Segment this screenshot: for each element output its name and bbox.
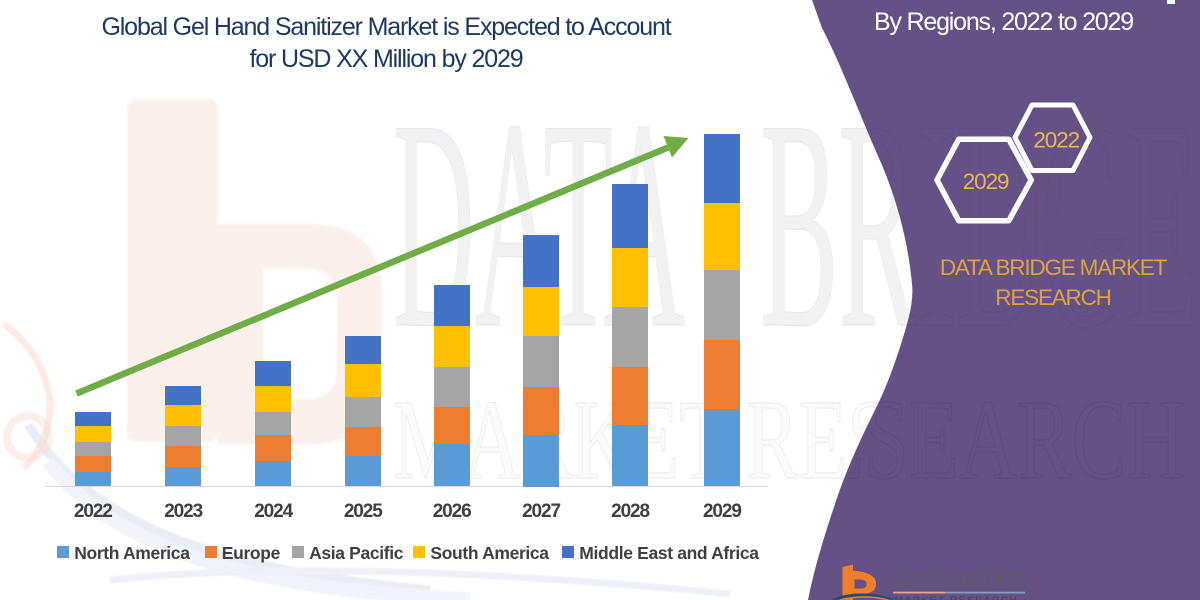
svg-text:DATA BRIDGE: DATA BRIDGE [894,569,1026,595]
svg-text:2029: 2029 [963,169,1009,194]
svg-text:MARKET RESEARCH: MARKET RESEARCH [895,596,1019,600]
svg-text:2022: 2022 [1033,128,1079,153]
